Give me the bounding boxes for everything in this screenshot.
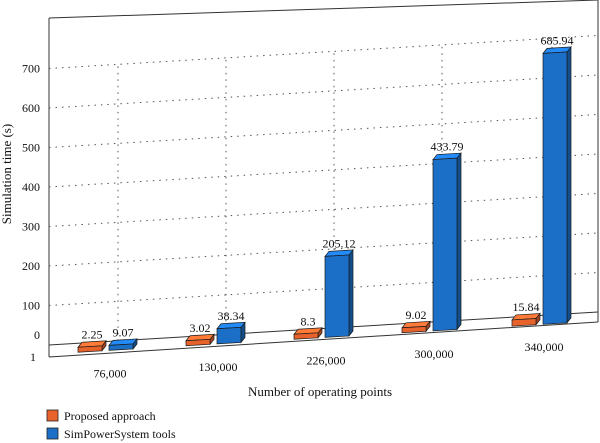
x-tick-label: 340,000 [525, 340, 564, 354]
data-label: 433.79 [431, 140, 464, 154]
bar-side-face [456, 152, 462, 331]
y-tick-label: 400 [22, 180, 40, 194]
legend-swatch-proposed [46, 409, 59, 422]
legend: Proposed approach SimPowerSystem tools [46, 409, 176, 441]
bar-proposed-1 [185, 333, 215, 347]
depth-axis-tick: 1 [30, 350, 36, 364]
bar-simpowersystem-1 [216, 321, 246, 345]
y-tick-label: 300 [22, 220, 40, 234]
x-tick-label: 300,000 [415, 347, 454, 361]
legend-swatch-simpowersystem [46, 427, 59, 440]
floor-front-edge [48, 321, 599, 358]
data-label: 2.25 [82, 327, 103, 341]
data-label: 8.3 [301, 314, 316, 328]
bar-simpowersystem-4 [542, 45, 572, 325]
bar-front-face [77, 345, 103, 353]
y-tick-label: 200 [22, 259, 40, 273]
data-labels: 2.25 9.07 3.02 38.34 8.3 205.12 9.02 433.79 15.8… [82, 33, 574, 341]
grid-line-horizontal [48, 114, 599, 148]
data-label: 15.84 [513, 300, 540, 314]
y-tick-label: 600 [22, 101, 40, 115]
plot-frame [48, 0, 599, 358]
data-label: 38.34 [218, 309, 245, 323]
bars [77, 45, 572, 353]
data-label: 3.02 [190, 321, 211, 335]
y-tick-label: 700 [22, 62, 40, 76]
bar-proposed-4 [511, 312, 541, 327]
grid-line-horizontal [48, 232, 599, 267]
bar-front-face [185, 338, 211, 347]
bar-front-face [401, 325, 427, 334]
bar-front-face [542, 51, 568, 325]
y-tick-label: 100 [22, 299, 40, 313]
data-label: 9.02 [406, 308, 427, 322]
y-axis-title: Simulation time (s) [0, 124, 14, 224]
floor-back-edge [48, 311, 599, 346]
bar-side-face [348, 248, 354, 337]
bar-proposed-0 [77, 339, 107, 353]
y-tick-label: 500 [22, 141, 40, 155]
grid-line-horizontal [48, 35, 599, 69]
legend-item-proposed: Proposed approach [46, 409, 156, 423]
bar-proposed-2 [293, 326, 323, 340]
bar-front-face [108, 343, 134, 351]
bar-proposed-3 [401, 320, 431, 334]
y-axis-ticks: 0 100 200 300 400 500 600 700 [22, 62, 40, 343]
legend-label-proposed: Proposed approach [64, 409, 156, 423]
data-label: 685.94 [541, 33, 574, 47]
x-axis-title: Number of operating points [248, 384, 392, 399]
y-tick-label: 0 [34, 328, 40, 342]
grid-line-horizontal [48, 193, 599, 227]
bar-front-face [511, 318, 537, 327]
grid-line-horizontal [48, 272, 599, 306]
x-tick-label: 226,000 [307, 353, 346, 367]
bar-side-face [566, 45, 572, 324]
bar-simpowersystem-3 [432, 152, 462, 332]
bar-simpowersystem-0 [108, 337, 138, 351]
x-tick-label: 76,000 [94, 366, 127, 380]
x-axis-ticks: 76,000 130,000 226,000 300,000 340,000 [94, 340, 564, 380]
bar-front-face [293, 332, 319, 340]
bar-front-face [324, 254, 350, 338]
back-top-edge [48, 0, 599, 19]
bar-front-face [432, 157, 458, 332]
bar-simpowersystem-2 [324, 248, 354, 338]
x-tick-label: 130,000 [199, 360, 238, 374]
grid-lines [48, 35, 599, 341]
grid-line-horizontal [48, 74, 599, 109]
data-label: 9.07 [113, 325, 134, 339]
grid-line-horizontal [48, 153, 599, 188]
data-label: 205.12 [323, 236, 356, 250]
legend-label-simpowersystem: SimPowerSystem tools [64, 427, 176, 441]
bar-front-face [216, 326, 242, 345]
legend-item-simpowersystem: SimPowerSystem tools [46, 427, 176, 441]
